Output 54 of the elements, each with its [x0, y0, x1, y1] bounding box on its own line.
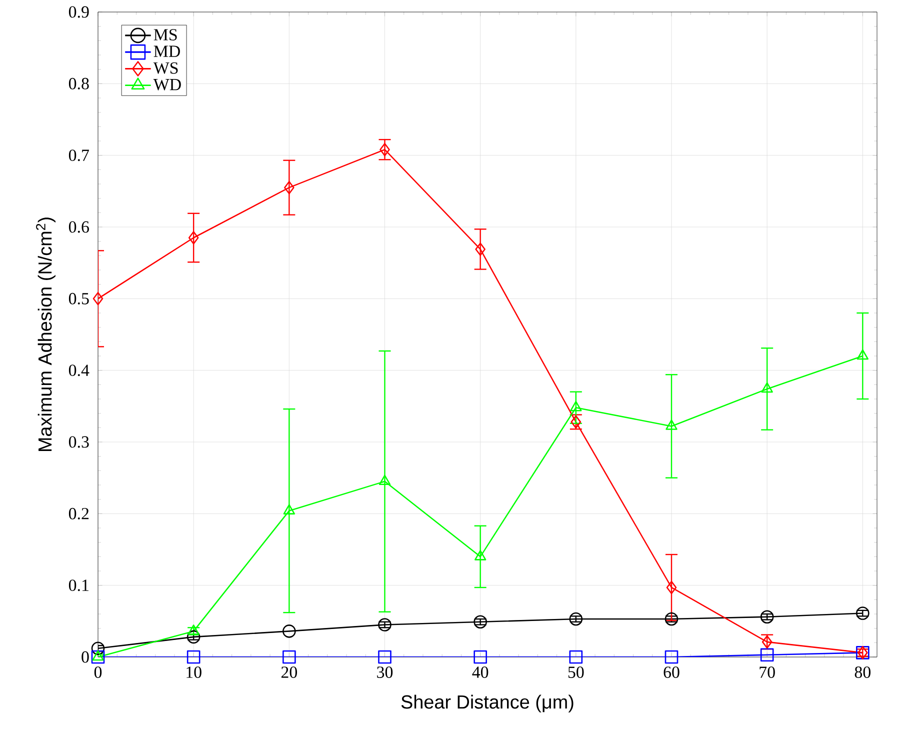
x-tick-label: 20: [281, 666, 297, 678]
point: [760, 610, 774, 624]
point: [282, 650, 296, 664]
legend-label: MS: [154, 29, 177, 40]
x-tick-label: 80: [854, 666, 870, 678]
point: [856, 606, 870, 620]
y-tick-label: 0.7: [68, 150, 89, 162]
point: [856, 349, 869, 360]
point: [186, 650, 200, 664]
point: [664, 612, 678, 626]
y-tick-label: 0: [82, 651, 89, 663]
x-tick-label: 0: [94, 666, 102, 678]
point: [666, 420, 678, 430]
point: [474, 615, 487, 629]
y-tick-label: 0.5: [68, 292, 89, 304]
y-tick-label: 0.8: [68, 78, 89, 90]
y-tick-label: 0.4: [68, 364, 90, 376]
y-tick-label: 0.1: [68, 580, 88, 592]
point: [378, 618, 392, 632]
point: [282, 624, 296, 638]
point: [92, 292, 104, 306]
x-tick-label: 60: [664, 666, 680, 678]
point: [475, 242, 486, 256]
point: [186, 630, 200, 644]
point: [284, 180, 294, 194]
x-tick-label: 10: [186, 666, 202, 678]
y-axis-title: Maximum Adhesion (N/cm$^{2}$): [36, 218, 56, 452]
point: [283, 504, 296, 514]
x-tick-label: 30: [377, 666, 393, 678]
point: [664, 650, 678, 664]
x-tick-label: 50: [568, 666, 584, 678]
legend-label: MD: [154, 46, 180, 57]
point: [569, 650, 583, 664]
point: [569, 612, 583, 626]
y-tick-label: 0.2: [68, 508, 89, 520]
x-axis-title: Shear Distance (μm): [401, 694, 574, 712]
point: [760, 648, 774, 662]
point: [380, 142, 390, 156]
point: [474, 550, 486, 560]
y-tick-label: 0.9: [68, 6, 89, 18]
point: [91, 642, 105, 656]
legend-label: WS: [153, 62, 178, 74]
point: [188, 231, 199, 244]
legend-label: WD: [153, 79, 181, 90]
y-tick-label: 0.6: [68, 221, 89, 233]
point: [474, 650, 487, 664]
point: [761, 382, 773, 393]
point: [570, 400, 582, 412]
point: [666, 580, 677, 594]
point: [378, 650, 392, 664]
y-tick-label: 0.3: [68, 436, 89, 448]
point: [378, 474, 391, 486]
x-tick-label: 40: [472, 666, 488, 678]
x-tick-label: 70: [760, 666, 775, 678]
